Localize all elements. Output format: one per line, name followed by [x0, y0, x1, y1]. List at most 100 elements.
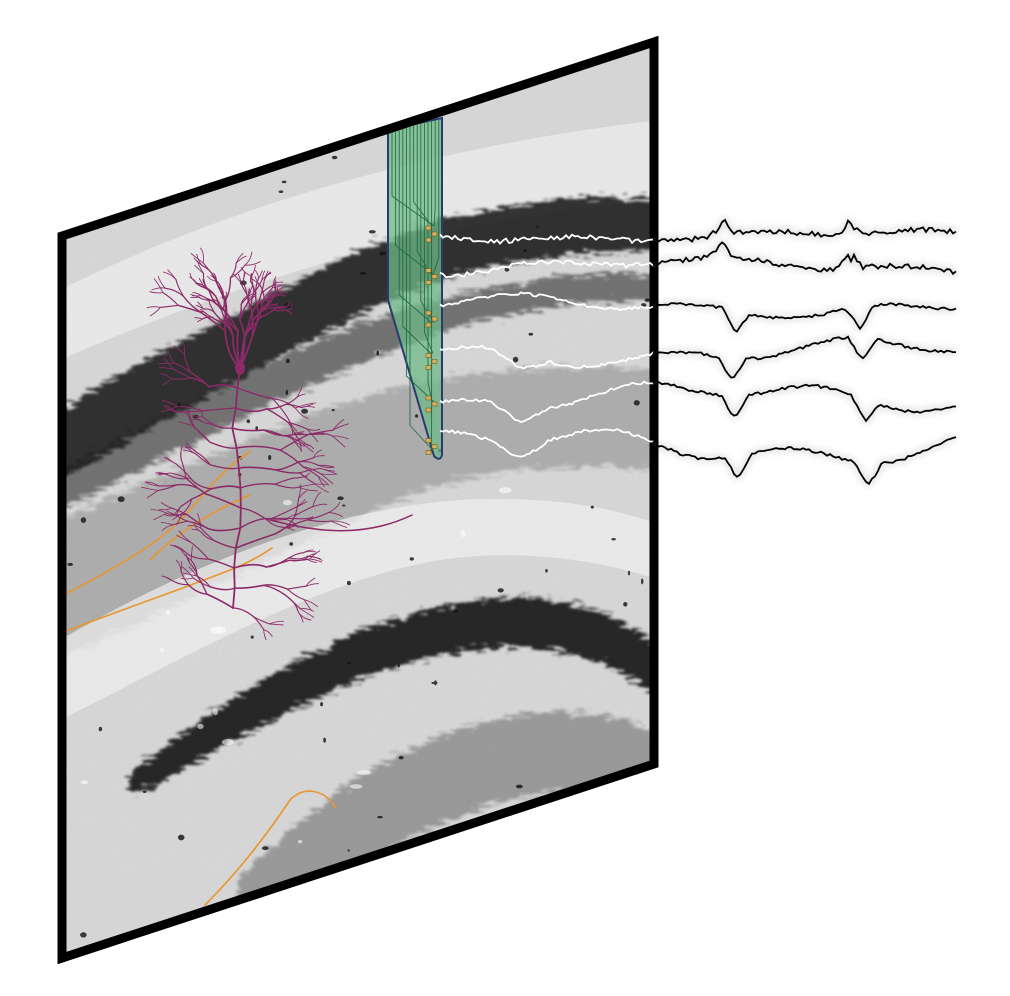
voltage-trace-5: [439, 379, 956, 425]
dendrite-branch: [159, 304, 179, 308]
dendrite-branch: [268, 297, 275, 303]
dendrite-shaft: [236, 367, 241, 389]
soma-dot: [641, 578, 644, 585]
dendrite-branch: [294, 441, 305, 447]
dendrite-branch: [312, 491, 322, 508]
dendrite-branch: [193, 521, 202, 533]
dendrite-branch: [261, 272, 272, 281]
soma-dot: [289, 542, 294, 546]
dendrite-branch: [239, 303, 242, 321]
dendrite-branch: [182, 449, 197, 455]
dendrite-branch: [330, 520, 348, 528]
probe-contact: [425, 395, 432, 401]
dendrite-branch: [253, 279, 263, 294]
probe-contact: [431, 359, 438, 364]
dendrite-branch: [235, 407, 268, 413]
dendrite-branch: [317, 475, 325, 488]
dendrite-branch: [244, 251, 253, 266]
trace-outside: [652, 436, 957, 486]
dendrite-branch: [292, 499, 306, 510]
vessel-spot: [356, 770, 371, 776]
dendrite-branch: [158, 507, 172, 511]
voltage-trace-3: [439, 291, 957, 335]
dendrite-branch: [288, 552, 305, 559]
dendrite-branch: [306, 519, 332, 523]
dendrite-branch: [181, 566, 194, 579]
dendrite-branch: [183, 353, 192, 374]
dendrite-branch: [276, 292, 289, 296]
voltage-trace-4: [439, 333, 957, 380]
dendrite-branch: [243, 318, 255, 339]
dendrite-branch: [261, 270, 266, 281]
dendrite-branch: [294, 402, 316, 409]
dendrite-shaft: [231, 407, 237, 429]
dendrite-branch: [224, 329, 241, 369]
soma-dot: [347, 661, 352, 665]
dendrite-branch: [330, 520, 351, 526]
soma-dot: [80, 932, 87, 938]
dendrite-branch: [184, 554, 191, 564]
dendrite-branch: [176, 534, 193, 544]
probe-trace: [405, 122, 435, 403]
dendrite-branch: [175, 559, 182, 572]
soma-dot: [536, 225, 539, 229]
dendrite-branch: [189, 476, 212, 490]
probe-contact: [431, 316, 438, 322]
dendrite-branch: [197, 513, 202, 529]
cell-somas: [67, 155, 650, 939]
dendrite-branch: [307, 555, 321, 560]
soma-dot: [379, 251, 386, 256]
pyramidal-layer-upper: [62, 197, 654, 510]
dendrite-long: [269, 514, 413, 532]
probe-contact: [425, 237, 432, 243]
dendrite-branch: [320, 473, 336, 475]
dendrite-branch: [306, 428, 319, 443]
dendrite-branch: [221, 290, 224, 298]
dendrite-branch: [272, 276, 277, 288]
dendrite-branch: [286, 588, 305, 600]
dendrite-branch: [193, 414, 202, 422]
soma-dot: [250, 635, 254, 639]
vessel-spot: [165, 610, 171, 615]
vessel-spot: [221, 739, 235, 746]
dendrite-branch: [243, 299, 251, 309]
trace-outside: [652, 335, 957, 379]
dendrite-branch: [309, 550, 321, 560]
soma-dot: [323, 737, 326, 743]
dendrite-branch: [186, 520, 208, 529]
soma-dot: [347, 849, 350, 852]
soma-dot: [453, 609, 459, 613]
voltage-trace-icon: [439, 216, 958, 487]
dendrite-branch: [273, 461, 300, 471]
dendrite-branch: [236, 387, 274, 400]
dentate-lower-texture: [240, 711, 654, 940]
soma-dot: [117, 496, 125, 503]
dendrite-branch: [202, 265, 216, 279]
soma-dot: [80, 517, 86, 523]
probe-contact: [425, 322, 432, 328]
dendrite-branch: [224, 277, 232, 302]
soma-dot: [545, 569, 548, 573]
pyramidal-neuron-icon: [140, 247, 413, 641]
dendrite-branch: [160, 373, 173, 380]
dendrite-branch: [205, 493, 242, 509]
dendrite-branch: [259, 308, 275, 319]
dendrite-branch: [288, 555, 309, 560]
probe-trace: [416, 121, 432, 275]
soma-dot: [67, 562, 73, 566]
probe-contact: [425, 353, 432, 358]
soma-dot: [431, 875, 438, 882]
dendrite-branch: [285, 403, 303, 409]
dendrite-branch: [163, 357, 174, 370]
dendrite-branch: [209, 441, 238, 449]
dendrite-branch: [253, 616, 271, 625]
dendrite-branch: [158, 362, 175, 365]
dendrite-branch: [149, 291, 164, 294]
dendrite-branch: [272, 281, 284, 286]
soma-dot: [409, 557, 414, 561]
dendrite-branch: [263, 629, 273, 637]
dendrite-branch: [263, 307, 276, 311]
dendrite-shaft: [234, 527, 242, 549]
dendrite-branch: [162, 291, 179, 306]
